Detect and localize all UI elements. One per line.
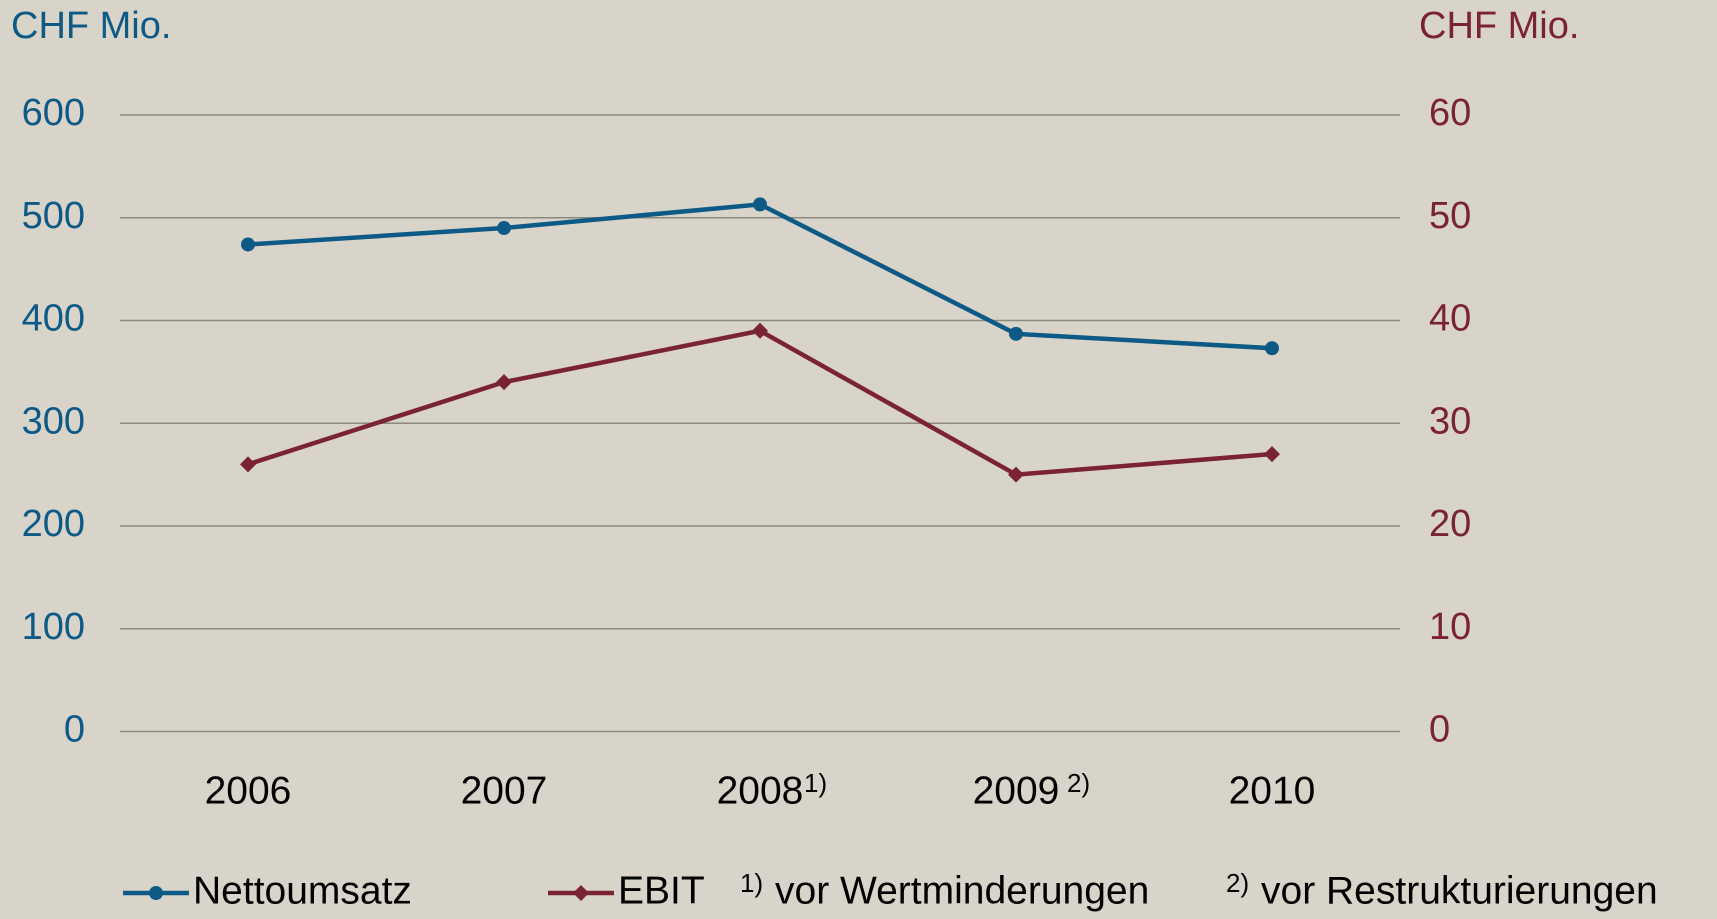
y-tick-label: 500 — [22, 195, 85, 237]
y2-tick-label: 10 — [1429, 606, 1471, 648]
point — [1265, 341, 1279, 356]
y-tick-label: 0 — [64, 709, 85, 751]
point — [753, 197, 767, 212]
point — [573, 885, 589, 901]
point — [149, 886, 163, 900]
point — [241, 237, 255, 252]
y2-tick-label: 40 — [1429, 298, 1471, 340]
y-tick-label: 300 — [22, 400, 85, 442]
y-tick-label: 400 — [22, 298, 85, 340]
point — [240, 456, 256, 473]
y2-axis-label: CHF Mio. — [1419, 5, 1579, 47]
note-marker: 2) — [1226, 868, 1249, 898]
point — [496, 374, 512, 391]
point — [1008, 466, 1024, 483]
x-tick-label: 2006 — [205, 769, 292, 812]
x-tick-label: 2010 — [1229, 769, 1316, 812]
x-tick-note: 1) — [804, 768, 827, 798]
point — [1009, 326, 1023, 341]
x-tick-label: 2008 — [717, 769, 804, 812]
y2-tick-label: 30 — [1429, 400, 1471, 442]
point — [1264, 446, 1280, 463]
legend-label: EBIT — [618, 869, 705, 912]
y-tick-label: 600 — [22, 92, 85, 134]
note-text: vor Wertminderungen — [775, 869, 1149, 912]
y-axis-label: CHF Mio. — [11, 5, 171, 47]
x-tick-note: 2) — [1067, 768, 1090, 798]
x-tick-label: 2009 — [973, 769, 1060, 812]
y-tick-label: 100 — [22, 606, 85, 648]
note-marker: 1) — [740, 868, 763, 898]
note-text: vor Restrukturierungen — [1261, 869, 1658, 912]
y2-tick-label: 20 — [1429, 503, 1471, 545]
point — [752, 322, 768, 339]
y2-tick-label: 60 — [1429, 92, 1471, 134]
y-tick-label: 200 — [22, 503, 85, 545]
y2-tick-label: 0 — [1429, 709, 1450, 751]
x-tick-label: 2007 — [461, 769, 548, 812]
y2-tick-label: 50 — [1429, 195, 1471, 237]
point — [497, 221, 511, 236]
legend-label: Nettoumsatz — [193, 869, 412, 912]
